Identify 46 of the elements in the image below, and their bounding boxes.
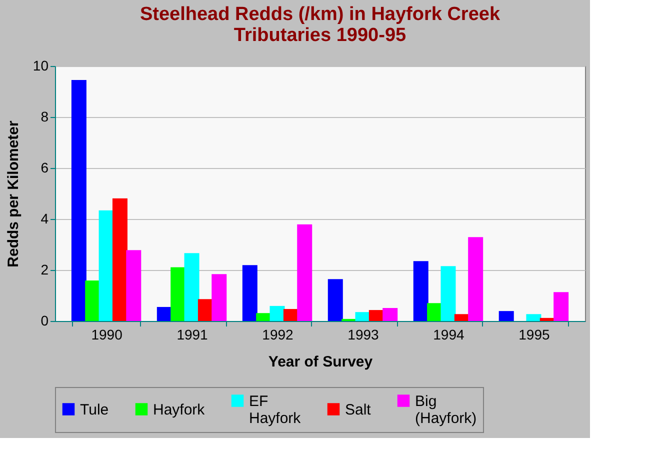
y-tick-label: 0 xyxy=(40,312,49,328)
legend-label: Big (Hayfork) xyxy=(415,392,477,427)
bar xyxy=(98,210,114,321)
bar xyxy=(170,267,186,321)
x-tick-label: 1990 xyxy=(91,326,123,342)
legend-label: Hayfork xyxy=(153,401,206,418)
bar xyxy=(355,312,370,321)
bar xyxy=(554,292,569,321)
y-axis-title: Redds per Kilometer xyxy=(4,120,22,268)
bar xyxy=(328,279,343,321)
y-tick-label: 10 xyxy=(32,58,49,74)
bar xyxy=(71,80,86,321)
x-tick-label: 1994 xyxy=(433,326,465,342)
bar xyxy=(112,198,128,321)
bar xyxy=(297,224,312,321)
bar xyxy=(212,274,227,321)
legend-label: EF Hayfork xyxy=(249,392,302,427)
bar xyxy=(156,306,172,321)
x-tick-label: 1995 xyxy=(518,326,550,342)
y-tick-label: 8 xyxy=(40,108,49,124)
bar xyxy=(256,313,272,321)
bar xyxy=(413,261,428,321)
bar xyxy=(283,309,298,321)
bar xyxy=(498,311,514,321)
bar xyxy=(85,280,100,321)
bar xyxy=(126,250,142,321)
bar xyxy=(184,253,200,321)
y-tick-label: 4 xyxy=(40,210,49,226)
x-tick-label: 1992 xyxy=(262,326,294,342)
bar xyxy=(270,306,285,321)
bar xyxy=(368,310,384,321)
bar xyxy=(526,314,542,321)
legend-label: Tule xyxy=(80,401,109,418)
x-tick-label: 1993 xyxy=(348,326,380,342)
x-axis-title: Year of Survey xyxy=(268,354,374,370)
chart-title: Steelhead Redds (/km) in Hayfork Creek Tributaries 1990-95 xyxy=(140,4,500,46)
y-tick-label: 6 xyxy=(40,160,49,176)
bar xyxy=(454,314,470,321)
legend-label: Salt xyxy=(345,401,372,418)
bar xyxy=(440,266,456,321)
bar xyxy=(468,237,484,321)
bar xyxy=(382,308,398,321)
bar xyxy=(242,265,258,321)
x-tick-label: 1991 xyxy=(176,326,208,342)
bar xyxy=(427,303,442,321)
y-tick-label: 2 xyxy=(40,262,49,278)
